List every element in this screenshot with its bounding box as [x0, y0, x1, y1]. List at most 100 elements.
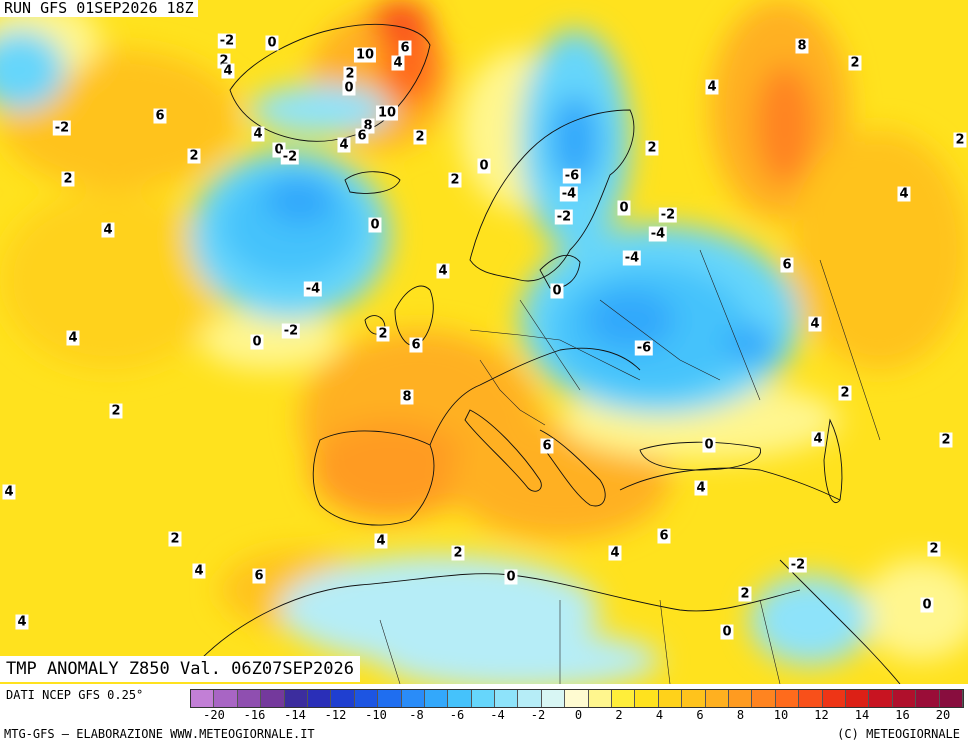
anomaly-value-label: 0 — [702, 437, 716, 453]
color-scale-tick: 16 — [895, 708, 910, 722]
anomaly-value-label: 4 — [192, 563, 206, 579]
color-scale-tick: -14 — [284, 708, 306, 722]
anomaly-value-label: -2 — [217, 33, 237, 49]
color-swatch — [752, 690, 776, 707]
color-swatch — [214, 690, 238, 707]
anomaly-value-label: 0 — [504, 569, 518, 585]
anomaly-value-label: 2 — [413, 129, 427, 145]
color-scale-tick: 4 — [655, 708, 664, 722]
color-swatch — [284, 690, 308, 707]
color-scale-bar — [190, 689, 965, 708]
anomaly-value-label: 6 — [540, 438, 554, 454]
color-swatch — [658, 690, 683, 707]
anomaly-value-label: -4 — [559, 186, 579, 202]
field-shading — [0, 0, 968, 684]
color-scale-tick: -20 — [203, 708, 225, 722]
anomaly-value-label: 4 — [221, 63, 235, 79]
copyright-label: (C) METEOGIORNALE — [837, 727, 960, 741]
color-swatch — [401, 690, 425, 707]
color-swatch — [916, 690, 940, 707]
color-scale-tick: 20 — [935, 708, 951, 722]
color-swatch — [845, 690, 870, 707]
color-swatch — [588, 690, 613, 707]
color-swatch — [822, 690, 846, 707]
anomaly-value-label: 6 — [153, 108, 167, 124]
color-swatch — [331, 690, 355, 707]
borders — [379, 249, 881, 684]
anomaly-value-label: 0 — [265, 35, 279, 51]
anomaly-value-label: 0 — [250, 334, 264, 350]
color-swatch — [237, 690, 262, 707]
anomaly-value-label: 4 — [251, 126, 265, 142]
color-scale-ticks: -20 -16 -14 -12 -10 -8 -6 -4 -2 0 2 4 6 8 10 12 14 16 20 — [190, 708, 966, 724]
credit-label: MTG-GFS — ELABORAZIONE WWW.METEOGIORNALE… — [4, 727, 315, 741]
anomaly-value-label: 8 — [795, 38, 809, 54]
anomaly-value-label: 4 — [2, 484, 16, 500]
anomaly-value-label: 6 — [398, 40, 412, 56]
color-swatch — [799, 690, 823, 707]
anomaly-value-label: 0 — [617, 200, 631, 216]
anomaly-value-label: 2 — [376, 326, 390, 342]
anomaly-value-label: 2 — [927, 541, 941, 557]
anomaly-value-label: 4 — [15, 614, 29, 630]
anomaly-value-label: 4 — [337, 137, 351, 153]
anomaly-value-label: 0 — [477, 158, 491, 174]
anomaly-value-label: 2 — [953, 132, 967, 148]
anomaly-value-label: 4 — [897, 186, 911, 202]
anomaly-value-label: 2 — [109, 403, 123, 419]
color-scale-tick: -16 — [243, 708, 266, 722]
anomaly-value-label: 2 — [645, 140, 659, 156]
color-swatch — [705, 690, 729, 707]
color-swatch — [541, 690, 566, 707]
legend-footer: DATI NCEP GFS 0.25° -20 -16 -14 -12 -10 -8 -6 -… — [0, 684, 968, 745]
anomaly-value-label: 2 — [848, 55, 862, 71]
anomaly-value-label: 4 — [66, 330, 80, 346]
anomaly-value-label: 2 — [343, 66, 357, 82]
color-scale-tick: 10 — [773, 708, 789, 722]
anomaly-value-label: -2 — [52, 120, 72, 136]
anomaly-value-label: 0 — [342, 80, 356, 96]
anomaly-value-label: 8 — [400, 389, 414, 405]
color-swatch — [635, 690, 659, 707]
color-scale-tick: -10 — [365, 708, 387, 722]
color-swatch — [939, 690, 963, 707]
anomaly-value-label: 0 — [550, 283, 564, 299]
color-scale-tick: -8 — [409, 708, 424, 722]
anomaly-value-label: -2 — [554, 209, 574, 225]
color-scale-tick: 2 — [615, 708, 623, 722]
color-scale-tick: 14 — [854, 708, 870, 722]
anomaly-value-label: 2 — [168, 531, 182, 547]
map-field — [0, 0, 968, 684]
color-swatch — [518, 690, 542, 707]
color-swatch — [191, 690, 215, 707]
anomaly-value-label: 6 — [409, 337, 423, 353]
color-swatch — [424, 690, 449, 707]
anomaly-value-label: 2 — [738, 586, 752, 602]
anomaly-value-label: 6 — [780, 257, 794, 273]
anomaly-value-label: -6 — [634, 340, 654, 356]
color-swatch — [728, 690, 753, 707]
anomaly-value-label: 4 — [608, 545, 622, 561]
color-swatch — [565, 690, 589, 707]
color-swatch — [261, 690, 285, 707]
color-swatch — [775, 690, 800, 707]
color-swatch — [869, 690, 893, 707]
anomaly-value-label: 0 — [920, 597, 934, 613]
color-scale-tick: -12 — [324, 708, 347, 722]
color-swatch — [307, 690, 332, 707]
anomaly-value-label: 10 — [375, 105, 399, 121]
anomaly-map — [0, 0, 968, 684]
anomaly-value-label: 4 — [808, 316, 822, 332]
anomaly-value-label: 2 — [451, 545, 465, 561]
anomaly-value-label: -4 — [622, 250, 642, 266]
color-scale-tick: -6 — [449, 708, 465, 722]
anomaly-value-label: 4 — [811, 431, 825, 447]
anomaly-value-label: 2 — [61, 171, 75, 187]
data-source-label: DATI NCEP GFS 0.25° — [6, 688, 144, 702]
anomaly-value-label: 4 — [391, 55, 405, 71]
anomaly-value-label: -4 — [303, 281, 323, 297]
color-scale-tick: 12 — [814, 708, 829, 722]
color-scale-tick: -4 — [490, 708, 505, 722]
anomaly-value-label: 4 — [436, 263, 450, 279]
